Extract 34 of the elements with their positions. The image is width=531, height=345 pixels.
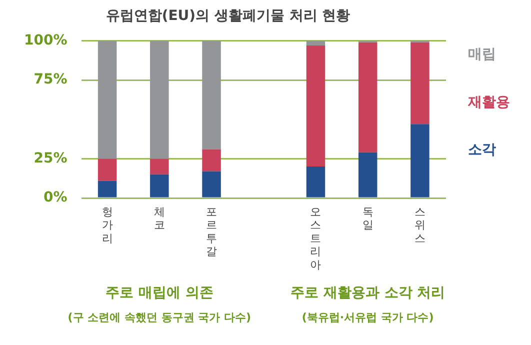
bar — [410, 124, 430, 198]
bar — [98, 180, 117, 198]
x-tick-label: 오스트리아 — [310, 205, 322, 272]
text: 소각 — [468, 142, 496, 158]
text: 재활용 — [467, 94, 510, 110]
y-tick-label: 25% — [34, 150, 68, 166]
bar — [150, 174, 169, 198]
bar — [306, 46, 326, 167]
bar — [358, 152, 378, 198]
x-tick-label: 헝가리 — [102, 205, 113, 245]
text: (구 소련에 속했던 동구권 국가 다수) — [68, 310, 252, 325]
bar — [202, 171, 221, 198]
bar — [306, 40, 326, 46]
x-tick-label: 포르투갈 — [206, 205, 218, 258]
y-tick-label: 0% — [43, 190, 68, 206]
text: 주로 재활용과 소각 처리 — [290, 284, 446, 302]
text: (북유럽·서유럽 국가 다수) — [302, 310, 434, 325]
bar — [202, 40, 221, 150]
bar — [202, 149, 221, 172]
bar — [358, 42, 378, 152]
x-tick-label: 독일 — [362, 205, 374, 232]
bar — [150, 40, 169, 159]
x-tick-label: 스위스 — [414, 205, 426, 245]
x-tick-label: 체코 — [154, 205, 165, 232]
text: 매립 — [468, 46, 496, 63]
bar — [150, 158, 169, 174]
bar — [306, 166, 326, 198]
text: 주로 매립에 의존 — [106, 284, 214, 302]
y-tick-label: 75% — [34, 72, 68, 88]
bar — [98, 40, 117, 159]
bar — [410, 42, 430, 124]
bar — [98, 158, 117, 181]
y-tick-label: 100% — [24, 32, 68, 48]
chart-title: 유럽연합(EU)의 생활폐기물 처리 현황 — [106, 8, 350, 24]
